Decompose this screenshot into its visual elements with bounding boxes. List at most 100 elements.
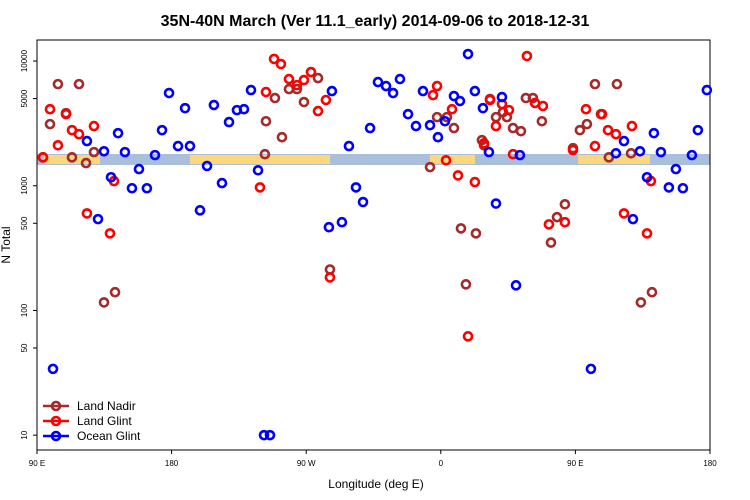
point [460,279,472,290]
point [503,104,515,116]
point [324,272,336,283]
point [431,80,443,92]
point [98,297,110,308]
point [372,76,384,88]
point [551,211,563,223]
point [427,89,439,101]
point [424,161,436,173]
point [641,228,653,239]
point [610,148,622,159]
point [521,50,533,62]
chart-title: 35N-40N March (Ver 11.1_early) 2014-09-0… [161,13,590,30]
point [133,163,145,175]
point [208,99,220,111]
point [514,149,526,161]
point [350,182,362,193]
point [184,140,196,152]
point [589,140,601,152]
point [260,86,272,98]
point [275,58,287,70]
point [581,118,593,130]
band-land [190,155,330,164]
y-tick-label: 500 [20,216,29,230]
point [149,149,161,161]
legend-marker [50,400,62,412]
x-tick-label: 90 W [297,459,316,468]
point [589,78,601,90]
point [223,116,235,128]
point [470,228,482,239]
point [141,182,153,194]
point [156,124,168,136]
point [627,213,639,225]
point [626,120,638,132]
point [323,221,335,233]
band-ocean [37,154,710,165]
x-tick-label: 90 E [567,459,583,468]
point [291,83,303,95]
point [298,96,310,108]
point [677,182,689,194]
point [618,135,630,147]
point [484,94,496,106]
y-axis-label: N Total [0,226,13,263]
background-band [37,154,710,165]
point [179,102,191,114]
point [268,53,280,65]
point [73,78,85,90]
series [37,72,658,308]
point [394,73,406,85]
point [52,78,64,90]
x-tick-label: 180 [165,459,179,468]
point [440,154,452,166]
point [238,103,250,115]
point [510,280,522,291]
point [254,182,266,193]
point [312,105,324,117]
point [252,165,264,176]
point [648,127,660,139]
point [455,223,467,234]
plot-frame [36,39,711,451]
legend-label: Land Glint [77,414,132,428]
point [663,182,675,193]
point [655,146,667,158]
point [585,363,597,375]
series [37,50,657,342]
point [47,363,59,375]
y-tick-label: 10000 [20,49,29,72]
legend-marker [50,430,62,442]
point [336,216,348,228]
point [567,144,579,156]
point [634,145,646,157]
point [559,216,571,228]
x-tick-label: 0 [439,459,444,468]
point [469,85,481,97]
band-land [430,155,475,164]
point [98,145,110,157]
point [126,182,138,194]
point [73,128,85,140]
series [47,48,713,441]
legend-marker [50,415,62,427]
point [483,146,495,158]
point [291,79,303,91]
point [410,120,422,132]
y-tick-label: 100 [20,303,29,317]
point [580,103,592,115]
point [454,95,466,107]
point [625,148,637,159]
legend-label: Ocean Glint [77,429,141,443]
point [92,213,104,225]
point [602,124,614,136]
point [448,90,460,102]
point [343,140,355,152]
point [104,228,116,239]
point [380,80,392,92]
point [402,108,414,120]
x-tick-label: 90 E [29,459,45,468]
point [105,171,117,183]
point [112,127,124,139]
point [545,237,557,248]
